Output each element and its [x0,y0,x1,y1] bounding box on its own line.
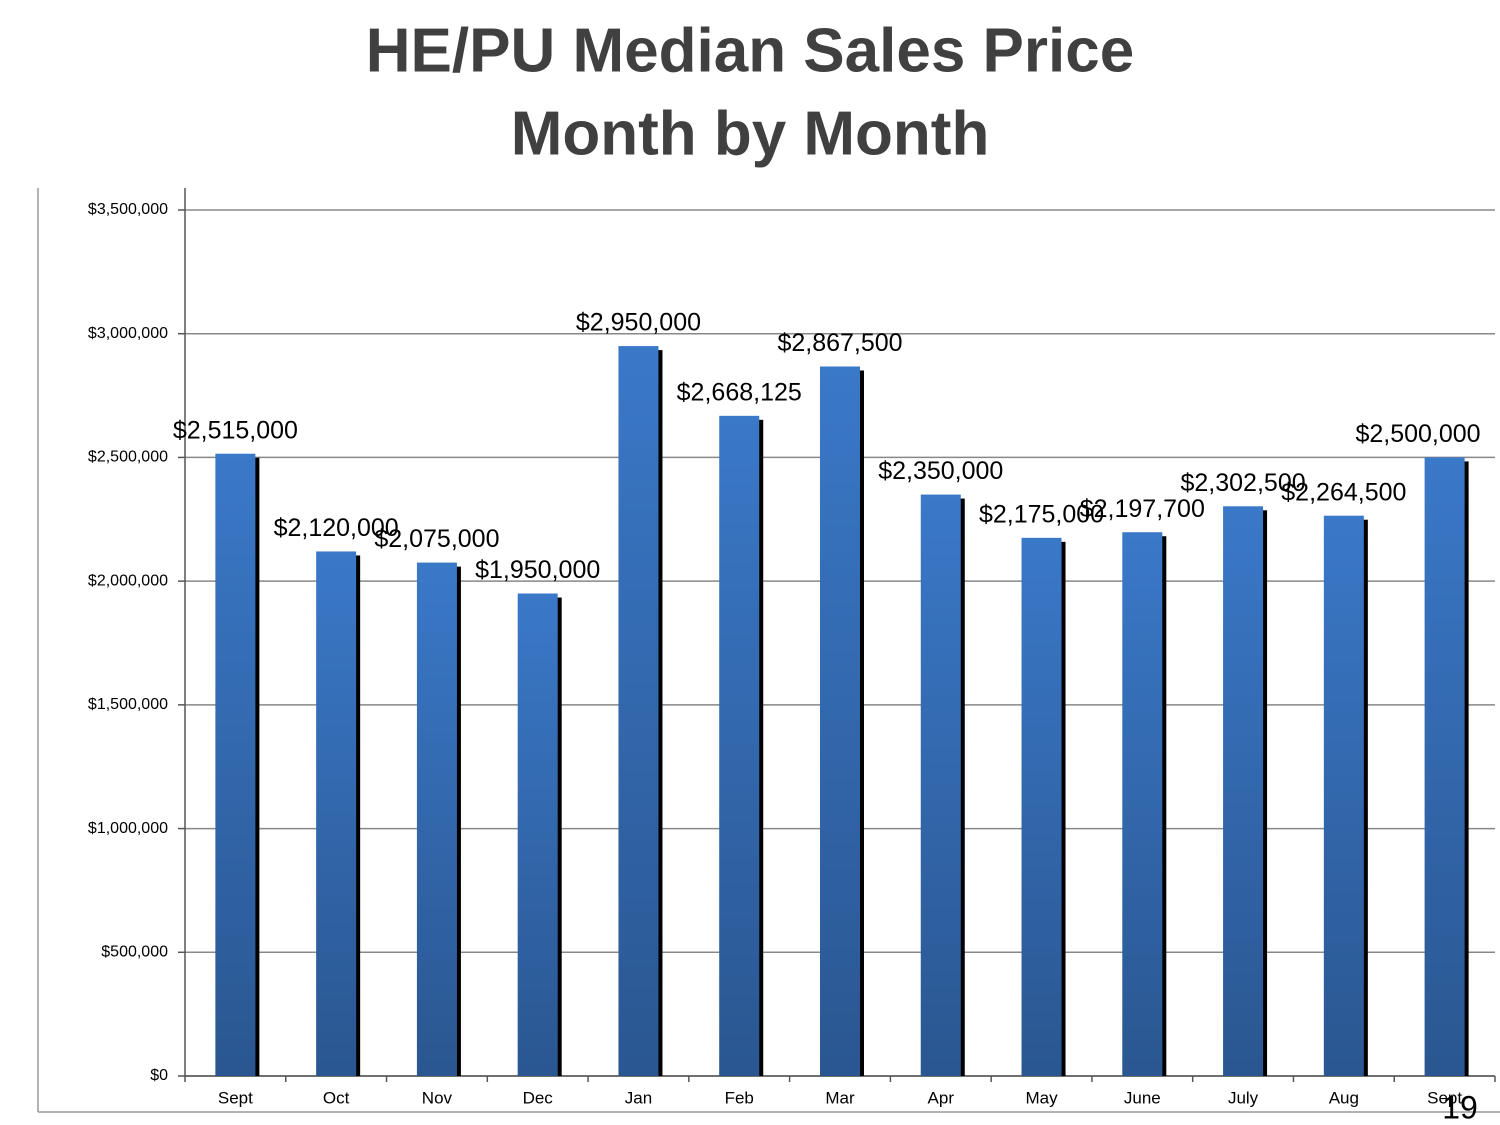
value-label: $2,515,000 [173,416,298,444]
value-label: $2,950,000 [576,309,701,337]
y-tick-label: $3,500,000 [88,201,168,218]
x-tick-label: Oct [323,1088,350,1107]
value-label: $2,264,500 [1281,478,1406,506]
y-tick-label: $0 [150,1067,168,1084]
bar-shade [316,551,357,1076]
x-tick-label: Jan [625,1088,652,1107]
value-label: $2,197,700 [1080,495,1205,523]
bar-shade [820,366,860,1077]
x-tick-label: Aug [1329,1088,1359,1107]
bar-shade [1223,506,1264,1076]
x-tick-label: Sept [1427,1088,1462,1107]
x-tick-label: Apr [928,1088,955,1107]
bar-shade [719,415,760,1076]
x-tick-label: July [1228,1088,1259,1107]
value-label: $1,950,000 [475,556,600,584]
y-tick-label: $500,000 [101,944,168,961]
x-tick-label: Sept [218,1088,253,1107]
x-tick-label: Dec [523,1088,554,1107]
bar-shade [1122,532,1163,1076]
bar-shade [1424,457,1465,1076]
value-label: $2,302,500 [1181,469,1306,497]
bar-shade [517,593,558,1076]
x-tick-label: Mar [825,1088,855,1107]
y-tick-label: $2,500,000 [88,449,168,466]
x-tick-label: Nov [422,1088,453,1107]
y-tick-label: $1,000,000 [88,820,168,837]
bar-shade [618,346,659,1077]
y-tick-label: $3,000,000 [88,325,168,342]
bar-shade [1323,515,1364,1076]
page-number: 19 [1442,1089,1478,1125]
value-label: $2,867,500 [777,329,902,357]
x-tick-label: June [1124,1088,1161,1107]
x-tick-label: Feb [725,1088,754,1107]
value-label: $2,668,125 [677,378,802,406]
value-label: $2,075,000 [374,525,499,553]
bar-shade [416,562,457,1076]
value-label: $2,500,000 [1355,420,1480,448]
chart-title: Month by Month [511,99,990,168]
value-label: $2,120,000 [274,514,399,542]
x-tick-label: May [1025,1088,1058,1107]
y-tick-label: $2,000,000 [88,572,168,589]
chart-title: HE/PU Median Sales Price [366,16,1134,85]
bar-shade [1021,537,1062,1076]
value-label: $2,350,000 [878,457,1003,485]
bar-shade [920,494,961,1076]
value-label: $2,175,000 [979,500,1104,528]
bar-shade [215,453,256,1076]
y-tick-label: $1,500,000 [88,696,168,713]
